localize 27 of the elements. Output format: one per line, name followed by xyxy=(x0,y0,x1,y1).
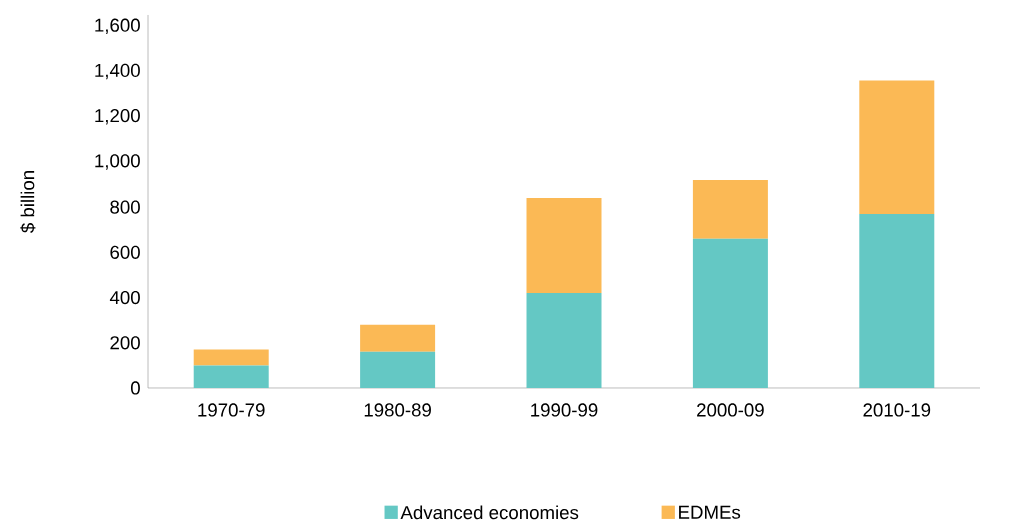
y-tick-label: 1,200 xyxy=(95,108,140,125)
bar xyxy=(526,198,602,294)
y-tick-label: 1,400 xyxy=(95,63,140,80)
x-tick-label: 1970-79 xyxy=(198,403,265,417)
bar xyxy=(859,80,935,214)
y-tick-label: 0 xyxy=(130,381,140,395)
bar xyxy=(193,365,269,388)
bar xyxy=(360,351,436,388)
bar xyxy=(360,324,436,352)
legend-label: Advanced economies xyxy=(400,505,579,520)
y-tick-label: 1,600 xyxy=(95,18,140,34)
y-tick-label: 600 xyxy=(110,245,140,259)
bar xyxy=(193,349,269,366)
x-tick-label: 2000-09 xyxy=(697,403,764,417)
y-tick-label: 1,000 xyxy=(95,154,140,170)
bar xyxy=(692,238,768,388)
y-tick-label: 800 xyxy=(110,200,140,214)
x-tick-label: 2010-19 xyxy=(863,403,931,417)
legend-label: EDMEs xyxy=(679,505,741,519)
y-axis-title: $ billion xyxy=(20,171,36,233)
x-tick-label: 1990-99 xyxy=(531,403,598,417)
bar xyxy=(526,293,602,388)
y-tick-label: 200 xyxy=(110,336,140,350)
x-tick-label: 1980-89 xyxy=(364,403,431,417)
bar xyxy=(859,213,935,388)
y-tick-label: 400 xyxy=(109,290,140,305)
bar xyxy=(692,180,768,239)
